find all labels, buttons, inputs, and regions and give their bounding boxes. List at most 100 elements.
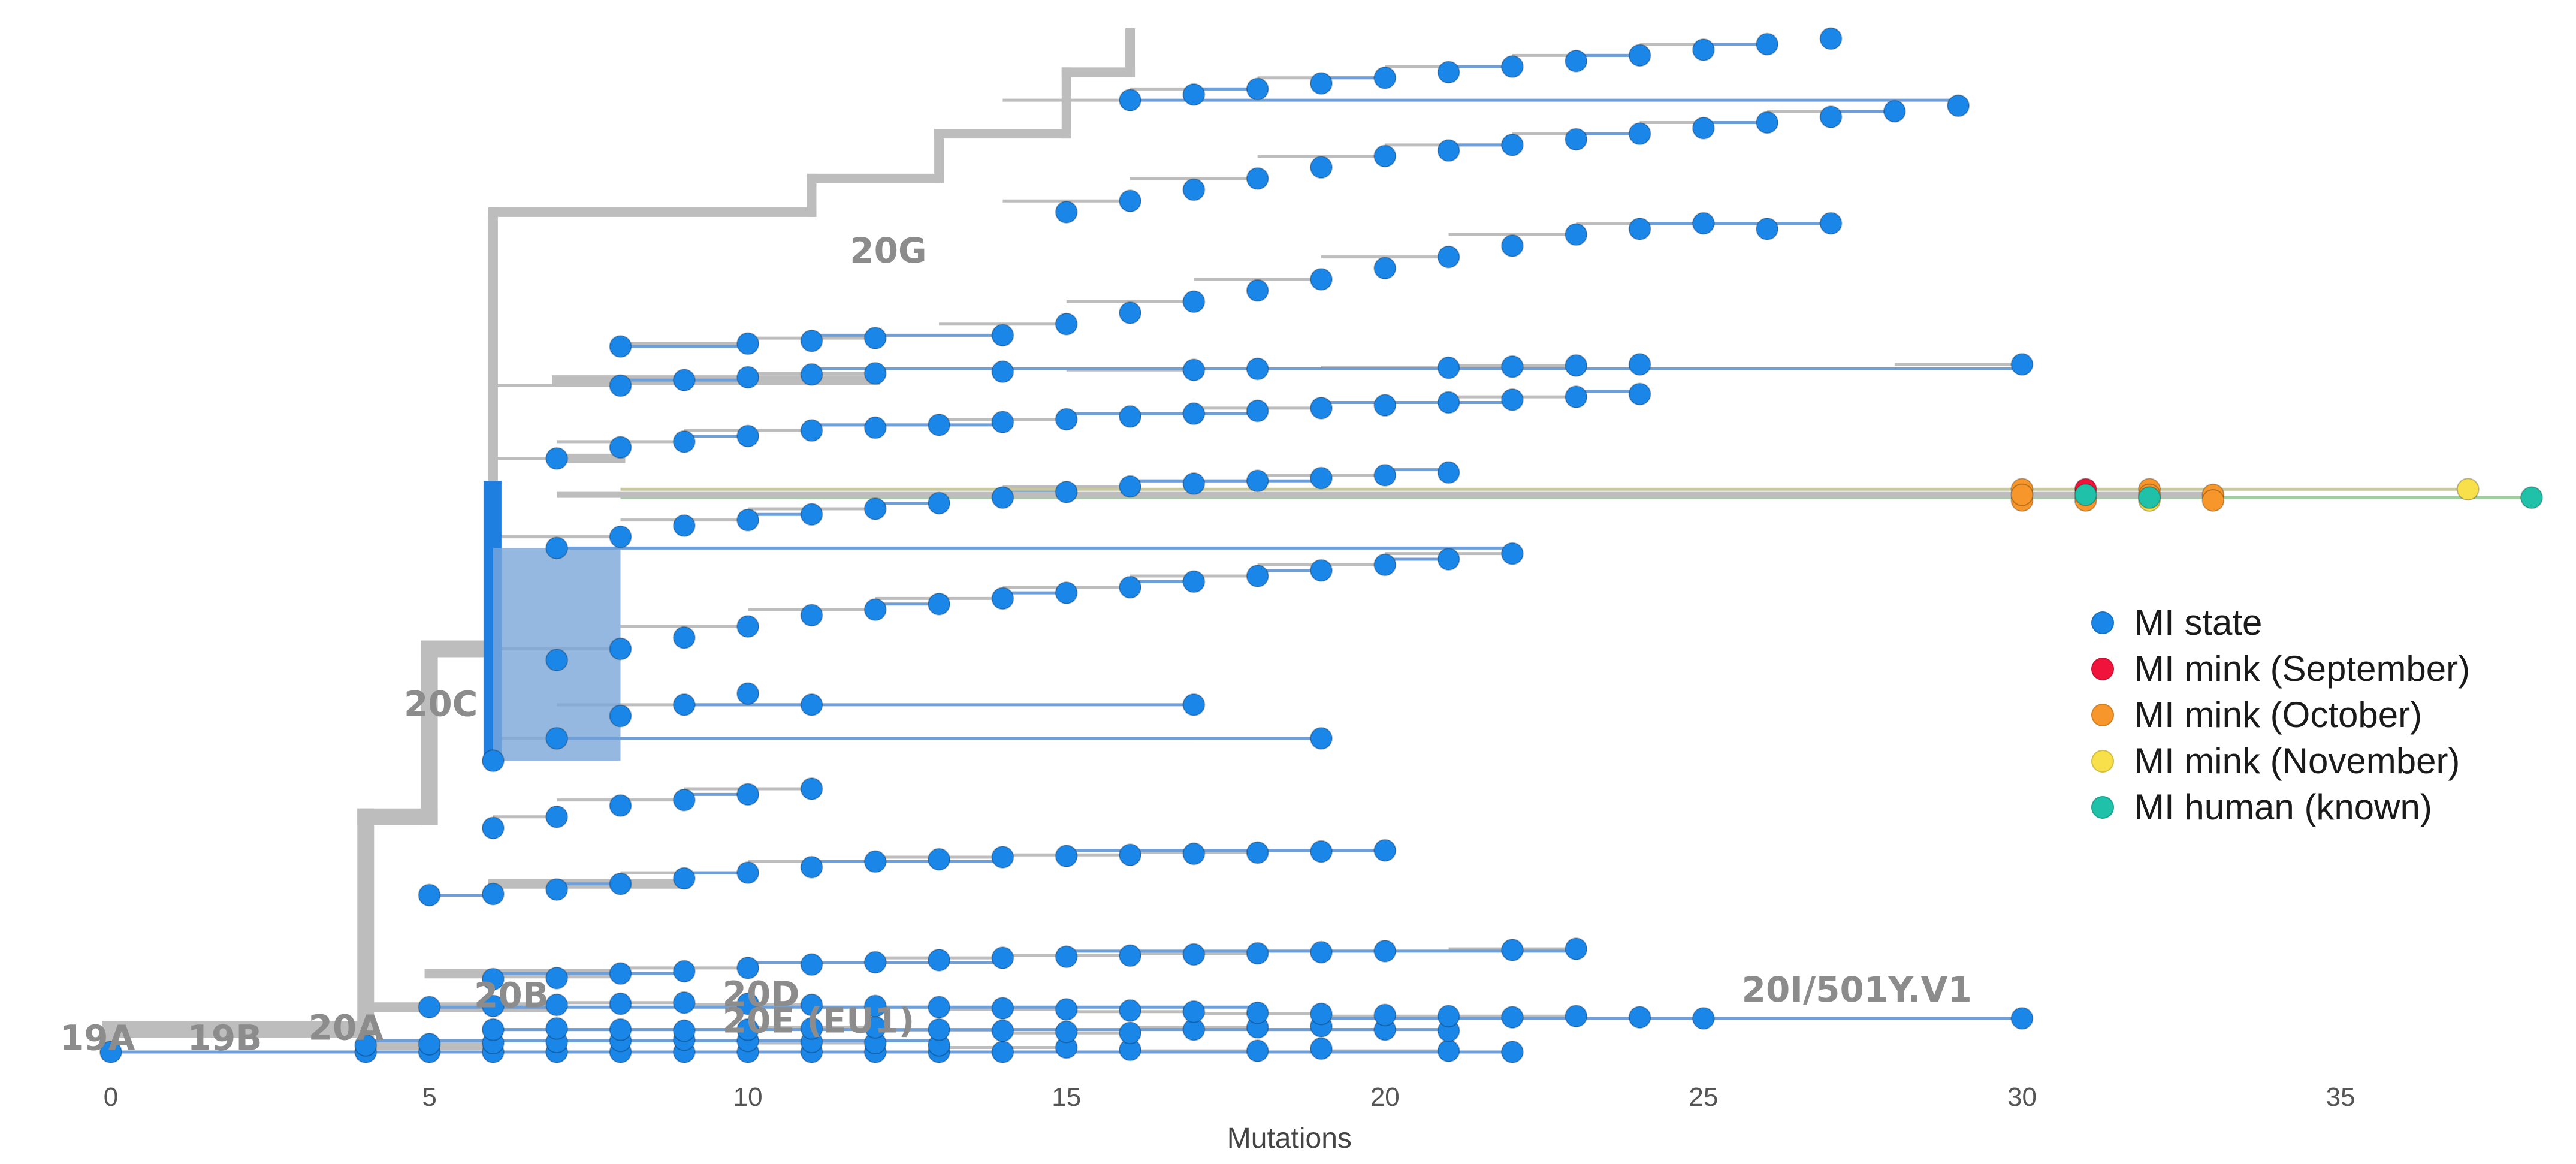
point-mi-state xyxy=(1692,1006,1715,1030)
point-mi-state xyxy=(1119,575,1142,599)
point-mi-state xyxy=(672,867,696,890)
point-mi-state xyxy=(672,960,696,983)
point-mi-state xyxy=(672,514,696,537)
point-mi-state xyxy=(609,436,632,459)
point-mi-state xyxy=(1819,27,1843,50)
point-mi-state xyxy=(1246,279,1269,302)
point-mi-state xyxy=(1373,939,1397,963)
point-mi-state xyxy=(1246,565,1269,588)
clade-label: 20G xyxy=(850,230,926,271)
point-mi-state xyxy=(800,693,823,716)
point-mi-state xyxy=(1565,937,1588,961)
point-mi-state xyxy=(481,816,505,840)
point-mi-state xyxy=(1500,133,1524,156)
point-mi-state xyxy=(609,335,632,358)
point-mi-state xyxy=(1373,1003,1397,1027)
point-mi-state xyxy=(1756,111,1779,134)
point-mi-state xyxy=(481,994,505,1018)
point-mi-state xyxy=(481,1018,505,1041)
point-mi-state xyxy=(928,948,951,972)
clade-label: 20E (EU1) xyxy=(723,1000,915,1041)
point-mi-state xyxy=(1628,122,1651,146)
point-mi-state xyxy=(609,374,632,397)
point-mi-state xyxy=(1119,944,1142,967)
point-mi-state xyxy=(1500,542,1524,565)
point-mi-state xyxy=(928,848,951,871)
point-mi-state xyxy=(1373,463,1397,487)
point-mi-state xyxy=(609,992,632,1015)
point-mi-state xyxy=(1373,257,1397,280)
point-mi-state xyxy=(1246,841,1269,864)
point-mi-state xyxy=(800,419,823,442)
legend-item: MI human (known) xyxy=(2091,784,2470,830)
point-mi-state xyxy=(545,649,569,672)
point-mi-state xyxy=(418,1032,441,1056)
point-mi-state xyxy=(2010,352,2034,376)
point-mi-state xyxy=(1246,942,1269,965)
point-mi-state xyxy=(2010,1006,2034,1030)
point-mi-state xyxy=(545,878,569,901)
legend-label: MI mink (October) xyxy=(2134,695,2423,735)
point-mi-state xyxy=(736,424,760,448)
point-mi-state xyxy=(1500,234,1524,257)
point-mi-state xyxy=(991,1041,1014,1063)
point-mi-state xyxy=(1246,399,1269,423)
x-tick-label: 15 xyxy=(1052,1082,1081,1112)
point-mi-state xyxy=(1246,469,1269,493)
point-mi-state xyxy=(1437,1005,1460,1028)
point-mi-state xyxy=(1182,83,1206,106)
point-mi-state xyxy=(863,416,887,439)
point-mi-state xyxy=(736,783,760,806)
point-mi-state xyxy=(1055,581,1078,605)
point-mi-state xyxy=(1119,1021,1142,1045)
point-mi-state xyxy=(672,788,696,812)
point-mi-state xyxy=(1437,356,1460,379)
x-tick-label: 0 xyxy=(104,1082,118,1112)
point-mi-state xyxy=(1819,105,1843,129)
point-mi-mink-november xyxy=(2456,478,2480,501)
point-mi-state xyxy=(1437,548,1460,571)
point-mi-state xyxy=(1182,402,1206,426)
point-mi-state xyxy=(1500,388,1524,411)
point-mi-state xyxy=(991,324,1014,347)
point-mi-state xyxy=(1500,355,1524,378)
point-mi-state xyxy=(928,491,951,515)
point-mi-state xyxy=(736,1018,760,1041)
point-mi-state xyxy=(736,992,760,1015)
point-mi-state xyxy=(1310,466,1333,490)
legend-swatch xyxy=(2091,795,2114,819)
point-mi-mink-october xyxy=(2201,488,2225,512)
point-mi-state xyxy=(1119,301,1142,325)
point-mi-state xyxy=(736,508,760,532)
point-mi-state xyxy=(672,991,696,1014)
point-mi-state xyxy=(1310,1037,1333,1060)
point-mi-state xyxy=(1373,66,1397,89)
point-mi-state xyxy=(418,883,441,907)
point-mi-state xyxy=(1565,128,1588,151)
point-mi-state xyxy=(991,411,1014,434)
legend-label: MI mink (November) xyxy=(2134,741,2460,781)
point-mi-state xyxy=(736,615,760,638)
point-mi-state xyxy=(736,861,760,885)
point-mi-state xyxy=(863,994,887,1018)
point-mi-state xyxy=(928,1018,951,1041)
point-mi-state xyxy=(928,996,951,1019)
point-mi-state xyxy=(609,525,632,548)
x-tick-label: 20 xyxy=(1370,1082,1400,1112)
point-mi-state xyxy=(1246,167,1269,190)
point-mi-state xyxy=(991,1019,1014,1042)
point-mi-state xyxy=(863,598,887,622)
x-tick-label: 25 xyxy=(1689,1082,1718,1112)
point-mi-state xyxy=(1310,559,1333,582)
point-mi-state xyxy=(1437,61,1460,84)
point-mi-state xyxy=(545,536,569,560)
point-mi-state xyxy=(1182,472,1206,495)
point-mi-state xyxy=(863,497,887,520)
legend: MI state MI mink (September) MI mink (Octo… xyxy=(2091,599,2470,830)
x-axis-title: Mutations xyxy=(1227,1123,1352,1154)
point-mi-state xyxy=(800,953,823,976)
clade-label: 20I/501Y.V1 xyxy=(1742,969,1972,1010)
point-mi-state xyxy=(1500,939,1524,961)
point-mi-state xyxy=(1055,945,1078,969)
